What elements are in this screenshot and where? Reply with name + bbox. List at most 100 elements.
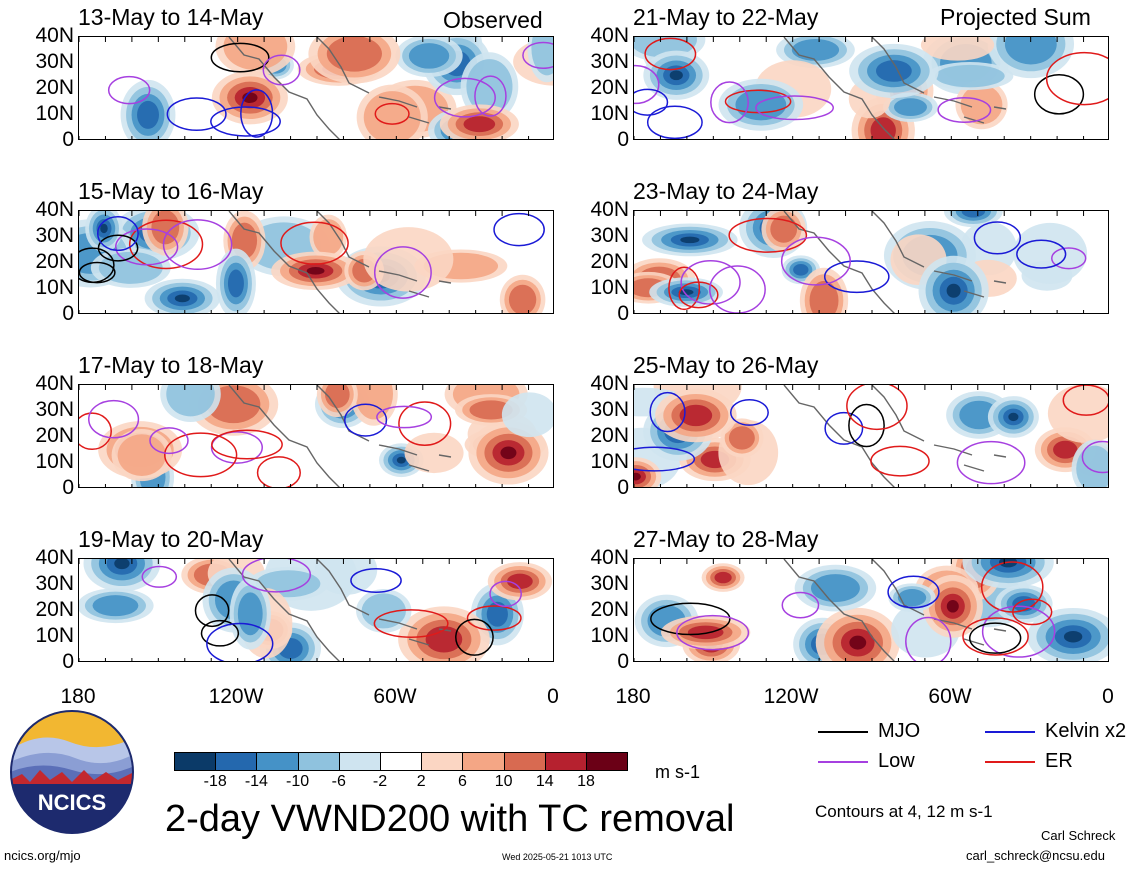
y-tick-label: 20N — [590, 76, 629, 99]
x-tick-label: 180 — [60, 685, 96, 708]
y-tick-label: 30N — [590, 398, 629, 421]
colorbar-tick-label: -18 — [203, 773, 227, 790]
y-tick-label: 10N — [590, 450, 629, 473]
footer-email[interactable]: carl_schreck@ncsu.edu — [966, 848, 1105, 863]
legend-label-low: Low — [878, 750, 915, 772]
y-tick-label: 0 — [62, 650, 74, 673]
y-tick-label: 10N — [35, 276, 74, 299]
map-panel-7 — [78, 558, 554, 662]
y-tick-label: 40N — [35, 24, 74, 47]
y-tick-label: 10N — [35, 450, 74, 473]
map-panel-3 — [78, 210, 554, 314]
colorbar-box — [503, 752, 546, 771]
legend-line-low — [818, 761, 868, 763]
y-tick-label: 40N — [590, 372, 629, 395]
map-field — [79, 559, 553, 661]
y-tick-label: 20N — [35, 76, 74, 99]
footer-timestamp: Wed 2025-05-21 1013 UTC — [502, 852, 613, 862]
footer-url[interactable]: ncics.org/mjo — [4, 848, 81, 863]
colorbar-units: m s-1 — [655, 762, 700, 782]
map-field — [79, 37, 553, 139]
main-title: 2-day VWND200 with TC removal — [165, 798, 735, 840]
y-tick-label: 0 — [617, 128, 629, 151]
y-tick-label: 40N — [35, 546, 74, 569]
y-tick-label: 30N — [590, 50, 629, 73]
map-field — [79, 211, 553, 313]
x-tick-label: 60W — [373, 685, 417, 708]
map-field — [634, 37, 1108, 139]
panel-title-6: 25-May to 26-May — [633, 352, 819, 378]
map-panel-2 — [633, 36, 1109, 140]
y-tick-label: 40N — [590, 546, 629, 569]
map-field — [634, 211, 1108, 313]
colorbar-box — [338, 752, 381, 771]
y-tick-label: 10N — [35, 102, 74, 125]
y-tick-label: 20N — [35, 250, 74, 273]
y-tick-label: 40N — [590, 24, 629, 47]
legend-label-mjo: MJO — [878, 720, 921, 742]
x-tick-label: 120W — [208, 685, 264, 708]
colorbar-tick-label: 18 — [577, 773, 595, 790]
colorbar-tick-label: 6 — [457, 773, 467, 790]
panel-title-7: 19-May to 20-May — [78, 526, 264, 552]
colorbar-box — [256, 752, 299, 771]
panel-tag-observed: Observed — [443, 7, 543, 33]
y-tick-label: 0 — [62, 476, 74, 499]
footer-author: Carl Schreck — [1041, 828, 1116, 843]
legend-line-mjo — [818, 731, 868, 733]
y-tick-label: 30N — [35, 398, 74, 421]
map-field — [634, 559, 1108, 661]
map-panel-6 — [633, 384, 1109, 488]
colorbar-box — [544, 752, 587, 771]
colorbar-box — [174, 752, 217, 771]
panel-title-3: 15-May to 16-May — [78, 178, 264, 204]
colorbar-tick-label: -14 — [244, 773, 268, 790]
svg-text:NCICS: NCICS — [38, 790, 106, 815]
panel-title-4: 23-May to 24-May — [633, 178, 819, 204]
panel-title-2: 21-May to 22-May — [633, 4, 819, 30]
x-tick-label: 180 — [615, 685, 651, 708]
y-tick-label: 20N — [590, 424, 629, 447]
colorbar-box — [215, 752, 258, 771]
y-tick-label: 30N — [35, 572, 74, 595]
y-tick-label: 0 — [62, 128, 74, 151]
contours-note: Contours at 4, 12 m s-1 — [815, 802, 993, 821]
colorbar-tick-label: -6 — [331, 773, 346, 790]
y-tick-label: 30N — [590, 224, 629, 247]
ncics-logo-icon: NCICS — [10, 710, 134, 834]
colorbar-box — [297, 752, 340, 771]
colorbar-box — [421, 752, 464, 771]
legend-label-er: ER — [1045, 750, 1073, 772]
y-tick-label: 40N — [590, 198, 629, 221]
y-tick-label: 40N — [35, 198, 74, 221]
panel-tag-projected: Projected Sum — [940, 4, 1091, 30]
legend-label-kelvin: Kelvin x2 — [1045, 720, 1127, 742]
y-tick-label: 20N — [35, 424, 74, 447]
x-tick-label: 120W — [763, 685, 819, 708]
y-tick-label: 20N — [590, 598, 629, 621]
map-field — [634, 385, 1108, 487]
colorbar-tick-label: 2 — [416, 773, 426, 790]
y-tick-label: 10N — [590, 276, 629, 299]
map-panel-5 — [78, 384, 554, 488]
colorbar-box — [462, 752, 505, 771]
colorbar-box — [586, 752, 629, 771]
map-panel-4 — [633, 210, 1109, 314]
y-tick-label: 40N — [35, 372, 74, 395]
colorbar-tick-label: 10 — [494, 773, 513, 790]
legend-line-kelvin — [985, 731, 1035, 733]
panel-title-5: 17-May to 18-May — [78, 352, 264, 378]
map-panel-1 — [78, 36, 554, 140]
y-tick-label: 30N — [590, 572, 629, 595]
legend-line-er — [985, 761, 1035, 763]
y-tick-label: 30N — [35, 50, 74, 73]
panel-title-8: 27-May to 28-May — [633, 526, 819, 552]
y-tick-label: 0 — [617, 476, 629, 499]
x-tick-label: 60W — [928, 685, 972, 708]
colorbar-tick-label: -10 — [286, 773, 310, 790]
map-field — [79, 385, 553, 487]
y-tick-label: 10N — [590, 624, 629, 647]
y-tick-label: 30N — [35, 224, 74, 247]
y-tick-label: 0 — [62, 302, 74, 325]
y-tick-label: 10N — [590, 102, 629, 125]
